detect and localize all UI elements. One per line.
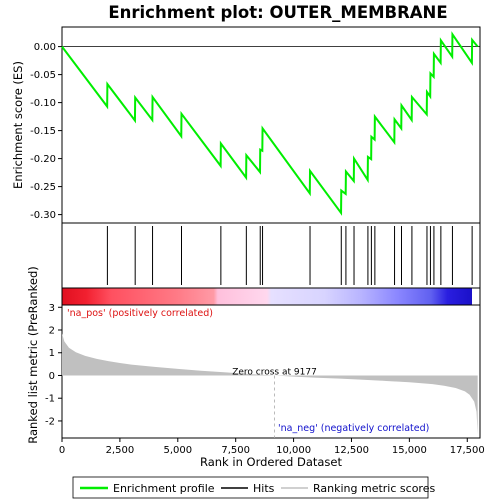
legend: Enrichment profile Hits Ranking metric s… [72, 476, 435, 499]
es-y-tick-label: -0.05 [30, 70, 56, 81]
metric-y-ticks: 3 2 1 0 -1 -2 [45, 303, 62, 427]
hit-lines [106, 226, 473, 285]
es-y-ticks: 0.00 -0.05 -0.10 -0.15 -0.20 -0.25 -0.30 [30, 42, 62, 221]
metric-panel: Zero cross at 9177 'na_pos' (positively … [26, 266, 481, 444]
es-y-tick-label: -0.10 [30, 98, 56, 109]
es-y-tick-label: 0.00 [34, 42, 56, 53]
metric-y-tick-label: 1 [49, 348, 55, 359]
x-axis-label: Rank in Ordered Dataset [200, 455, 343, 469]
es-y-tick-label: -0.30 [30, 210, 56, 221]
metric-y-axis-label: Ranked list metric (PreRanked) [26, 266, 40, 444]
legend-label-enrichment-profile: Enrichment profile [113, 482, 215, 495]
x-tick-label: 5,000 [163, 445, 192, 456]
es-panel-frame [61, 26, 481, 224]
es-panel: 0.00 -0.05 -0.10 -0.15 -0.20 -0.25 -0.30 Enric… [11, 26, 481, 224]
legend-label-ranking-metric: Ranking metric scores [313, 482, 435, 495]
hits-panel-frame [61, 222, 481, 289]
chart-title: Enrichment plot: OUTER_MEMBRANE [108, 3, 447, 22]
color-bar [61, 287, 481, 306]
color-bar-strip [62, 288, 472, 305]
x-tick-label: 15,000 [392, 445, 427, 456]
hits-panel [61, 222, 481, 289]
legend-box [72, 476, 429, 499]
pos-correlated-label: 'na_pos' (positively correlated) [67, 308, 213, 319]
metric-y-tick-label: 2 [49, 326, 55, 337]
legend-label-hits: Hits [253, 482, 275, 495]
x-tick-label: 7,500 [221, 445, 250, 456]
x-tick-label: 2,500 [106, 445, 135, 456]
es-y-tick-label: -0.15 [30, 126, 56, 137]
es-y-tick-label: -0.20 [30, 154, 56, 165]
x-tick-label: 17,500 [450, 445, 485, 456]
metric-y-tick-label: 0 [49, 371, 55, 382]
x-axis-ticks: 0 2,500 5,000 7,500 10,000 12,500 15,000 17,500 [59, 438, 485, 456]
metric-y-tick-label: -2 [45, 416, 55, 427]
es-y-tick-label: -0.25 [30, 182, 56, 193]
neg-correlated-label: 'na_neg' (negatively correlated) [278, 423, 429, 434]
enrichment-profile-line [61, 31, 479, 216]
metric-y-tick-label: -1 [45, 394, 55, 405]
x-tick-label: 0 [59, 445, 65, 456]
x-tick-label: 10,000 [276, 445, 311, 456]
zero-cross-label: Zero cross at 9177 [232, 367, 317, 377]
metric-y-tick-label: 3 [49, 303, 55, 314]
es-y-axis-label: Enrichment score (ES) [11, 61, 25, 189]
x-tick-label: 12,500 [334, 445, 369, 456]
